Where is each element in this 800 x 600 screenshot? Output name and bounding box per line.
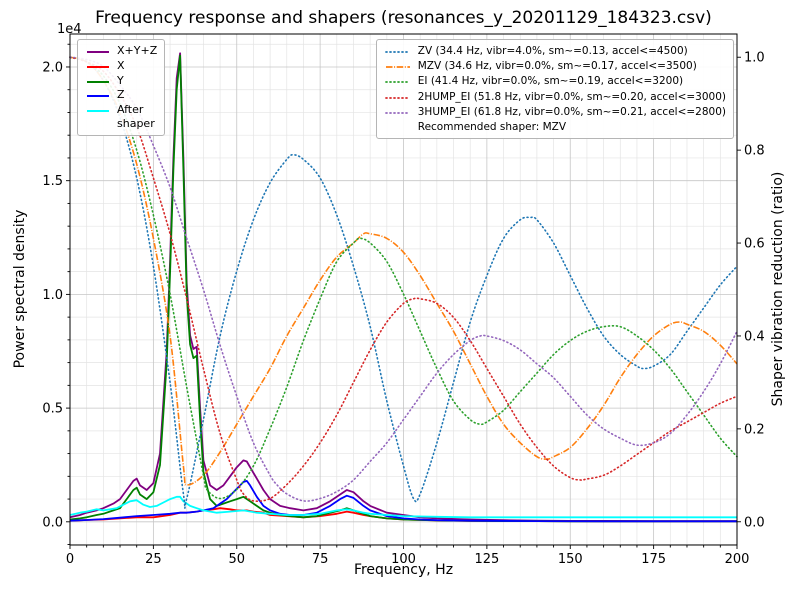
series-3hump-ei (69, 56, 738, 502)
legend-line-swatch (87, 110, 109, 112)
legend-label: 3HUMP_EI (61.8 Hz, vibr=0.0%, sm~=0.21, … (417, 105, 726, 118)
svg-text:1.5: 1.5 (42, 174, 63, 189)
legend-line-swatch (384, 111, 411, 114)
chart-title: Frequency response and shapers (resonanc… (95, 8, 712, 28)
svg-text:0.8: 0.8 (744, 144, 765, 159)
series-y (69, 54, 737, 523)
svg-text:175: 175 (641, 552, 666, 567)
left-axis-offset-label: 1e4 (57, 22, 82, 37)
legend-shapers: ZV (34.4 Hz, vibr=4.0%, sm~=0.13, accel<… (375, 39, 734, 140)
legend-item: X (85, 59, 157, 73)
svg-text:0: 0 (66, 552, 74, 567)
legend-label: MZV (34.6 Hz, vibr=0.0%, sm~=0.17, accel… (417, 60, 697, 73)
legend-item: ZV (34.4 Hz, vibr=4.0%, sm~=0.13, accel<… (384, 44, 726, 58)
legend-line-swatch (385, 66, 410, 69)
svg-text:0.6: 0.6 (744, 237, 765, 252)
legend-line-swatch (87, 95, 109, 98)
legend-item: Recommended shaper: MZV (384, 120, 726, 134)
svg-text:100: 100 (391, 552, 416, 567)
legend-label: Recommended shaper: MZV (417, 120, 567, 133)
legend-item: Z (85, 88, 157, 102)
series-2hump-ei (69, 56, 738, 503)
svg-text:2.0: 2.0 (42, 60, 63, 75)
series-x-y-z (69, 52, 737, 522)
svg-text:0.0: 0.0 (744, 515, 765, 530)
svg-text:200: 200 (725, 552, 750, 567)
tick-marks (66, 43, 741, 549)
svg-text:1.0: 1.0 (744, 51, 765, 66)
legend-label: After shaper (117, 103, 155, 130)
legend-line-swatch (87, 51, 109, 53)
legend-item: Y (85, 74, 157, 88)
legend-line-swatch (87, 65, 109, 68)
legend-line-swatch (384, 51, 411, 53)
legend-psd: X+Y+Z X Y Z After shaper (77, 39, 166, 136)
legend-item: EI (41.4 Hz, vibr=0.0%, sm~=0.19, accel<… (384, 74, 726, 88)
legend-spacer (384, 123, 412, 133)
legend-label: X+Y+Z (117, 44, 158, 57)
tick-labels: 0 25 50 75 100 125 150 175 200 0.0 0.5 1.0 1.5 2.0 0.0… (42, 51, 764, 567)
legend-item: MZV (34.6 Hz, vibr=0.0%, sm~=0.17, accel… (384, 59, 726, 73)
legend-item: After shaper (85, 103, 157, 131)
legend-label: 2HUMP_EI (51.8 Hz, vibr=0.0%, sm~=0.20, … (417, 90, 726, 103)
svg-text:150: 150 (558, 552, 583, 567)
legend-line-swatch (87, 80, 109, 83)
series-ei (69, 56, 738, 500)
svg-text:25: 25 (145, 552, 162, 567)
left-y-axis-label: Power spectral density (12, 209, 28, 369)
series-z (69, 480, 737, 523)
legend-label: X (117, 58, 125, 72)
svg-text:0.5: 0.5 (42, 402, 63, 417)
svg-text:1.0: 1.0 (42, 288, 63, 303)
series-zv (69, 56, 738, 509)
legend-label: Z (117, 88, 125, 102)
legend-line-swatch (384, 96, 411, 99)
legend-item: 2HUMP_EI (51.8 Hz, vibr=0.0%, sm~=0.20, … (384, 90, 726, 104)
svg-text:50: 50 (228, 552, 245, 567)
svg-text:75: 75 (312, 552, 329, 567)
legend-label: ZV (34.4 Hz, vibr=4.0%, sm~=0.13, accel<… (417, 45, 688, 57)
series-after-shaper (69, 495, 737, 519)
svg-text:125: 125 (474, 552, 499, 567)
svg-text:0.4: 0.4 (744, 329, 765, 344)
x-axis-label: Frequency, Hz (353, 562, 454, 578)
right-y-axis-label: Shaper vibration reduction (ratio) (770, 171, 786, 407)
svg-text:0.0: 0.0 (42, 515, 63, 530)
series-mzv (69, 56, 738, 486)
legend-line-swatch (384, 81, 411, 84)
legend-label: EI (41.4 Hz, vibr=0.0%, sm~=0.19, accel<… (417, 75, 684, 88)
legend-label: Y (117, 73, 124, 87)
svg-text:0.2: 0.2 (744, 422, 765, 437)
legend-item: 3HUMP_EI (61.8 Hz, vibr=0.0%, sm~=0.21, … (384, 105, 726, 119)
legend-item: X+Y+Z (85, 44, 157, 58)
